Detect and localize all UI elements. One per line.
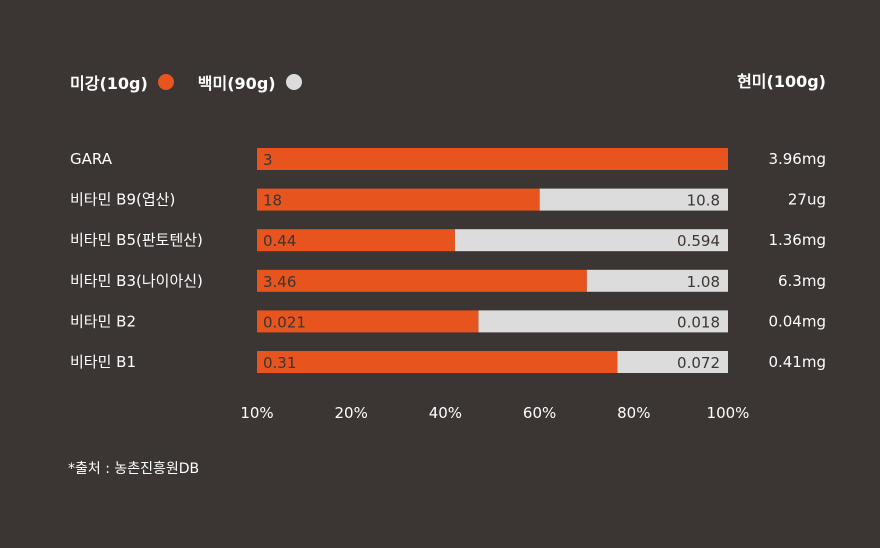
total-label-brown-rice: 6.3mg (778, 272, 826, 290)
row-label: 비타민 B1 (70, 353, 136, 371)
x-tick-label: 80% (617, 404, 650, 422)
bar-label-rice-bran: 3.46 (263, 273, 296, 291)
x-tick-label: 60% (523, 404, 556, 422)
row-label: GARA (70, 150, 113, 168)
bar-rice-bran (257, 351, 617, 373)
total-label-brown-rice: 0.04mg (768, 312, 826, 330)
row-label: 비타민 B2 (70, 312, 136, 330)
total-label-brown-rice: 27ug (788, 191, 826, 209)
bar-label-white-rice: 0.594 (677, 232, 720, 250)
total-label-brown-rice: 0.41mg (768, 353, 826, 371)
bar-label-rice-bran: 0.31 (263, 354, 296, 372)
total-label-brown-rice: 1.36mg (768, 231, 826, 249)
x-tick-label: 10% (240, 404, 273, 422)
bar-rice-bran (257, 189, 540, 211)
bar-label-rice-bran: 0.021 (263, 313, 306, 331)
x-tick-label: 20% (335, 404, 368, 422)
bar-label-white-rice: 0.018 (677, 313, 720, 331)
bar-rice-bran (257, 148, 728, 170)
x-tick-label: 100% (707, 404, 750, 422)
bar-label-white-rice: 0.072 (677, 354, 720, 372)
bar-label-rice-bran: 3 (263, 151, 273, 169)
bar-label-rice-bran: 18 (263, 192, 282, 210)
bar-label-white-rice: 1.08 (687, 273, 720, 291)
row-label: 비타민 B5(판토텐산) (70, 231, 203, 249)
bar-rice-bran (257, 270, 587, 292)
row-label: 비타민 B3(나이아신) (70, 272, 203, 290)
source-footnote: *출처 : 농촌진흥원DB (68, 458, 199, 478)
bar-label-rice-bran: 0.44 (263, 232, 296, 250)
total-label-brown-rice: 3.96mg (768, 150, 826, 168)
x-tick-label: 40% (429, 404, 462, 422)
bar-label-white-rice: 10.8 (687, 192, 720, 210)
row-label: 비타민 B9(엽산) (70, 191, 175, 209)
